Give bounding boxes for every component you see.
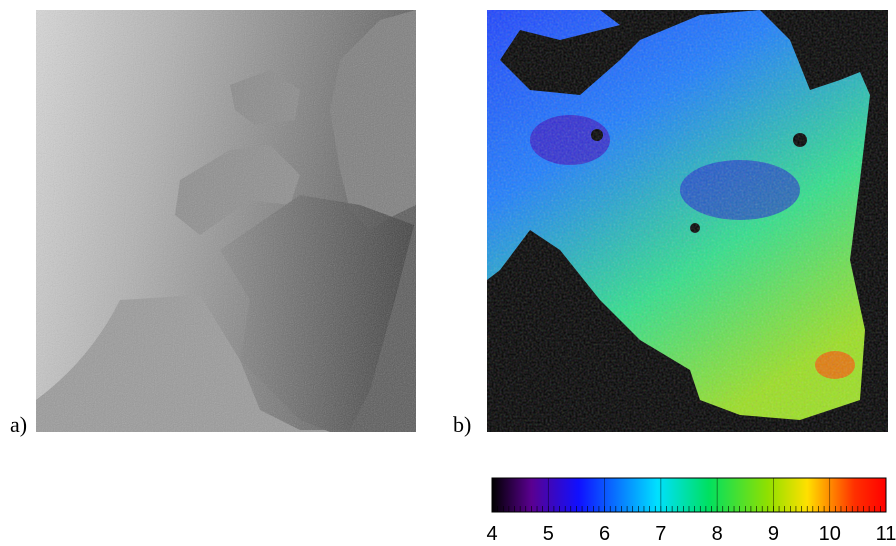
colorbar-tick-label: 7	[655, 523, 666, 545]
colorbar-tick-label: 5	[543, 523, 554, 545]
sar-image	[36, 10, 416, 432]
colorbar-tick-label: 4	[486, 523, 497, 545]
colorbar-tick-label: 6	[599, 523, 610, 545]
wind-map	[487, 10, 888, 432]
colorbar-tick-label: 8	[712, 523, 723, 545]
colorbar-tick-label: 11	[876, 523, 896, 545]
colorbar-tick-label: 9	[768, 523, 779, 545]
panel-label: a)	[10, 412, 27, 437]
colorbar-ticks: 4 5 6 7 8 9 10 11	[486, 478, 896, 545]
colorbar-tick-label: 10	[819, 523, 841, 545]
panel-label: b)	[453, 412, 471, 437]
